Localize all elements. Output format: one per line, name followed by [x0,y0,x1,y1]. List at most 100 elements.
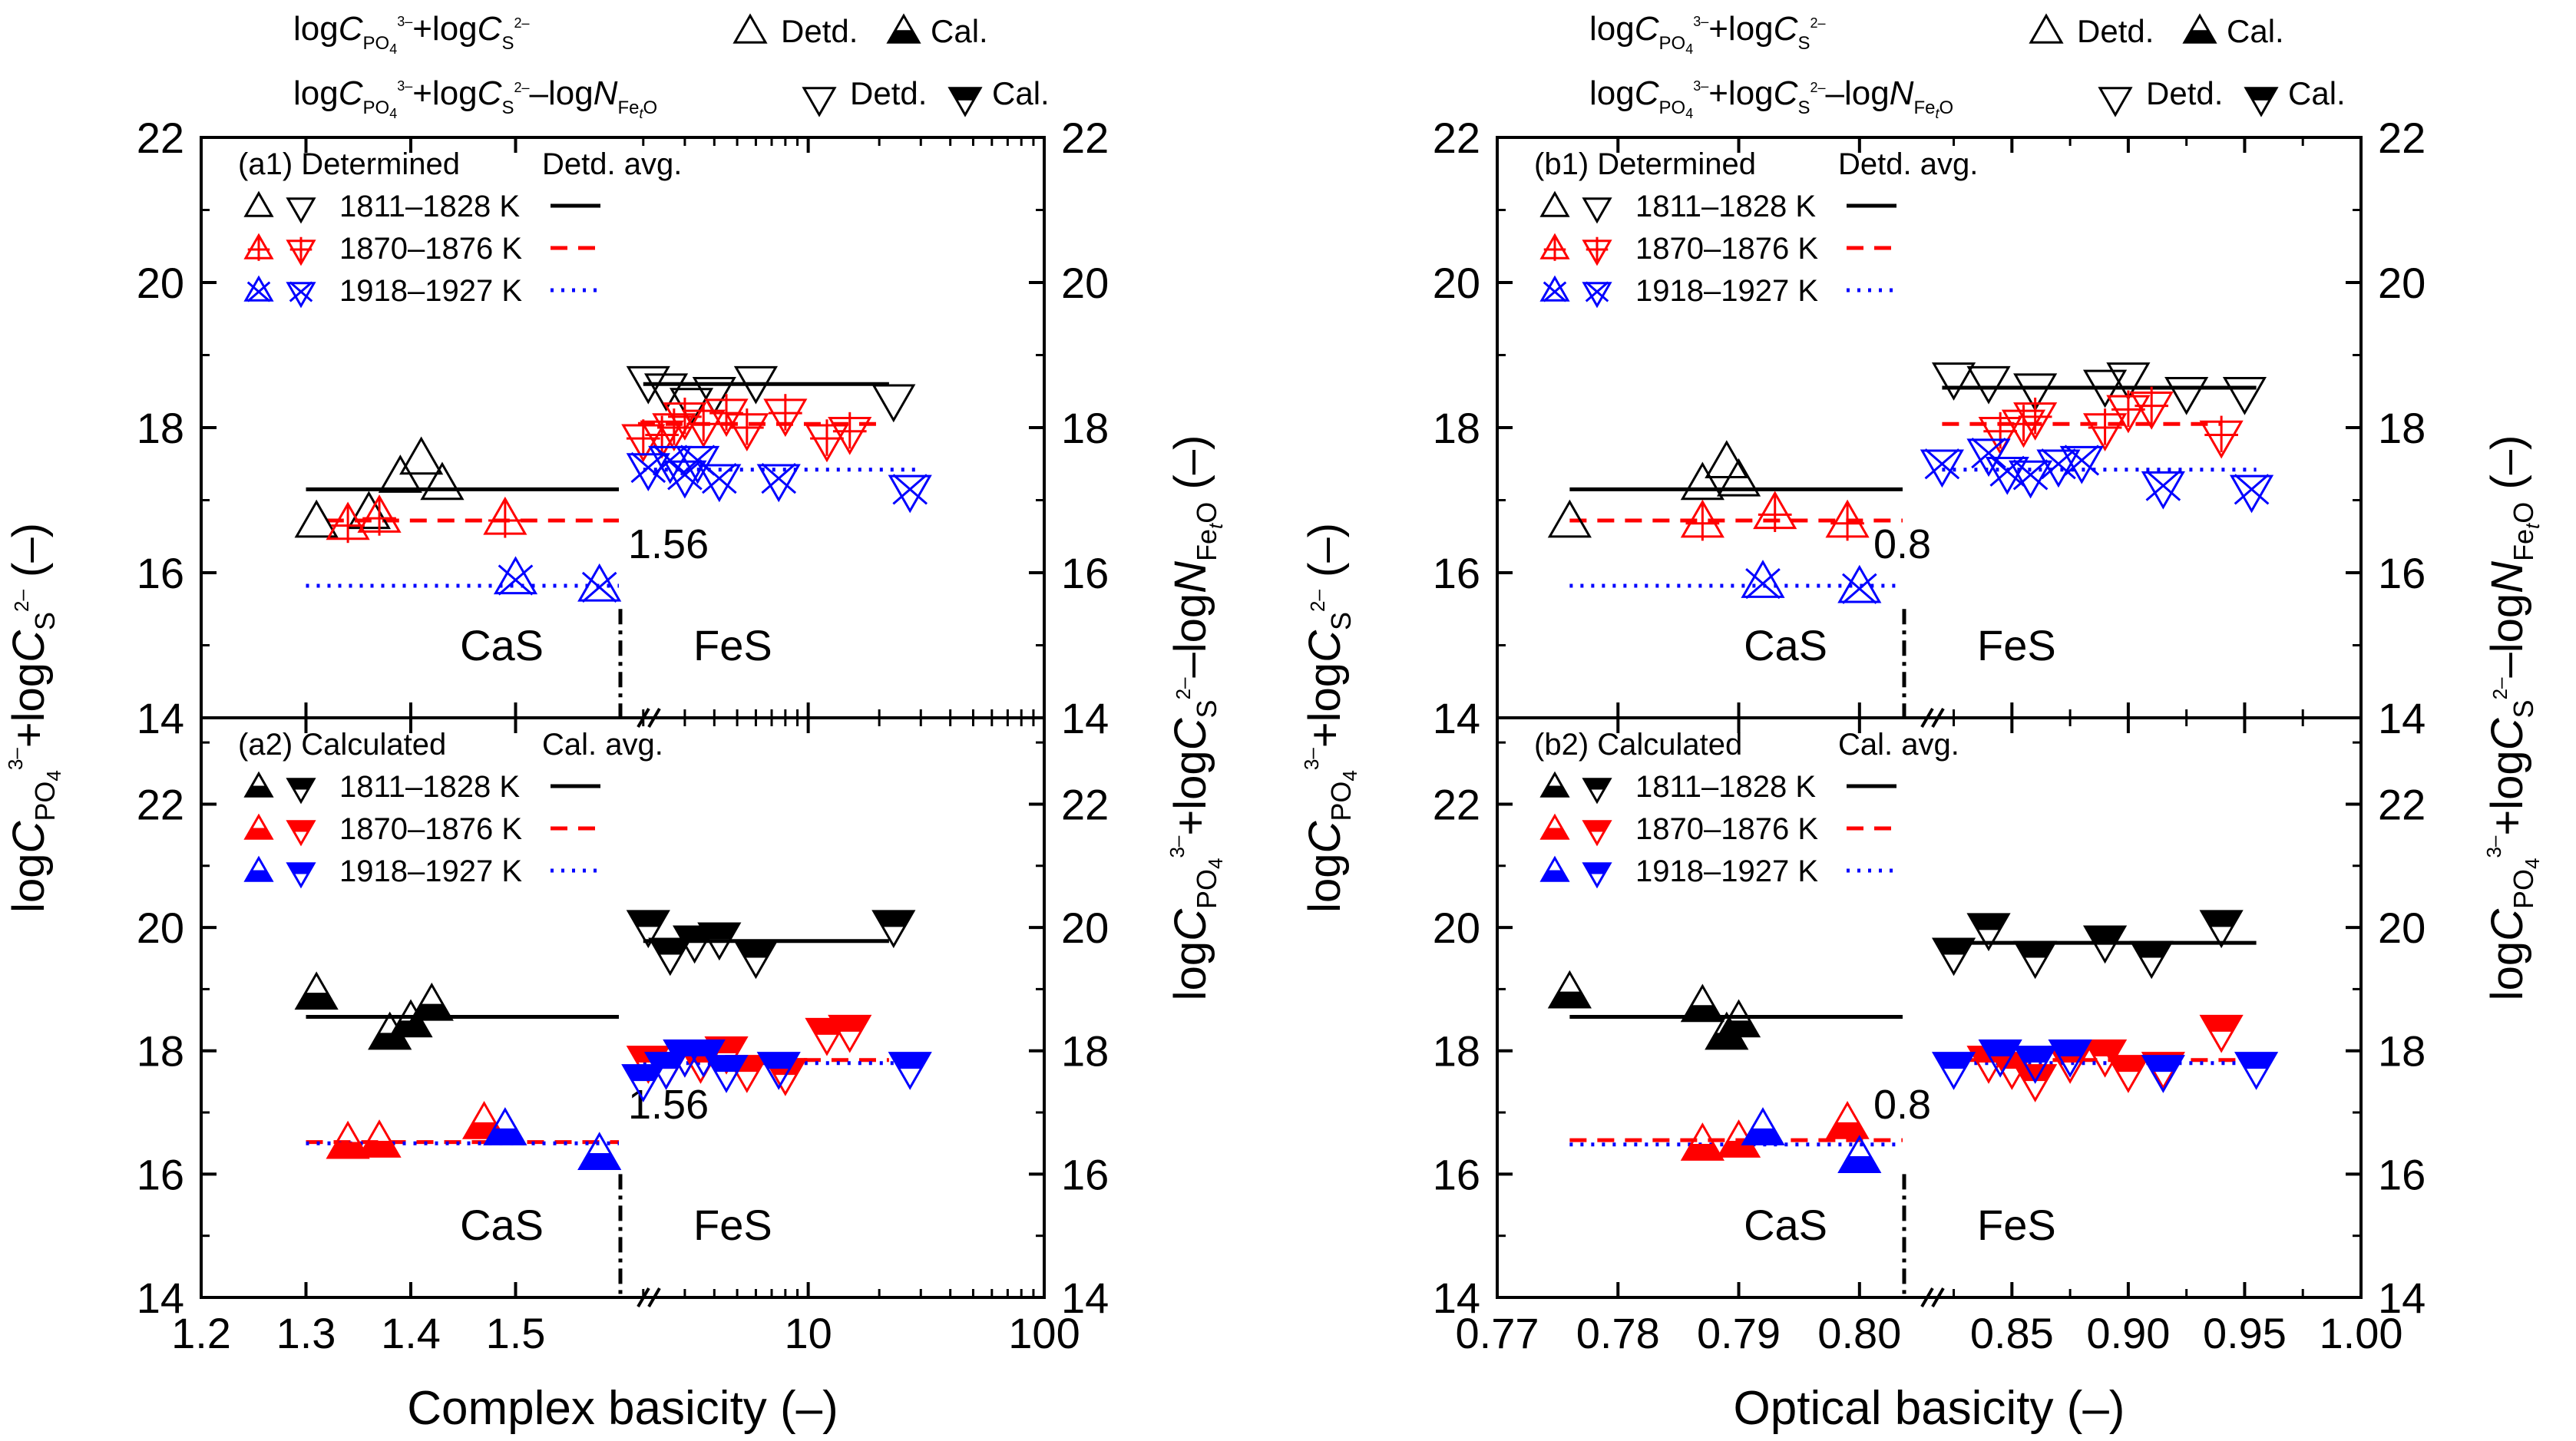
y-tick-label-right: 22 [2378,780,2426,828]
panel-frame [1496,716,2363,1299]
y-tick-label-right: 22 [2378,114,2426,162]
legend-detd: Detd. [2146,75,2223,111]
marker-fill [2013,1064,2057,1082]
x-axis-label: Optical basicity (–) [1734,1382,2125,1435]
data-point [2013,373,2058,412]
legend-cal: Cal. [2288,75,2346,111]
y-tick-label-right: 16 [1061,549,1109,597]
marker-outline [577,563,622,602]
data-point [1680,461,1724,501]
marker-fill [1540,870,1569,882]
data-point [2013,1064,2058,1102]
data-point [1741,560,1785,600]
legend-top-up-solid [2182,13,2217,44]
y-tick-label-left: 16 [137,549,184,597]
data-point [648,937,693,977]
marker-outline [802,87,837,117]
data-point [2048,1039,2092,1078]
y-tick-label-right: 20 [2378,259,2426,307]
data-point [626,451,670,492]
data-point [378,454,422,493]
data-point [357,494,402,536]
marker-x2 [892,474,928,505]
panel-avg-title: Cal. avg. [542,728,663,762]
legend-top-up-hollow [732,13,768,44]
marker-outline [2036,449,2081,488]
marker-outline [243,190,274,217]
legend-temp-label: 1918–1927 K [1635,854,1818,888]
marker-outline [733,365,779,405]
y-tick-label-left: 20 [137,904,184,952]
marker-outline [346,491,391,530]
x-tick-label: 100 [1008,1309,1080,1357]
marker-outline [2013,373,2058,412]
marker-fill [2049,1039,2092,1057]
marker-fill [244,828,273,840]
marker-outline [286,197,316,224]
data-point [763,394,808,438]
legend-temp-label: 1811–1828 K [339,190,520,223]
marker-fill [1582,778,1612,790]
data-point [2164,377,2209,415]
marker-fill [757,1052,801,1069]
data-point [1931,362,1976,401]
marker-outline [1716,458,1761,497]
y-tick-label-left: 14 [137,694,184,742]
y-tick-label-left: 16 [1433,549,1480,597]
marker-fill [2130,941,2174,958]
data-point [1931,937,1976,977]
data-point [2013,940,2058,980]
y-tick-label-left: 18 [1433,404,1480,452]
axis-break-mark [647,1287,661,1308]
legend-cal: Cal. [931,13,988,49]
marker-x2 [761,463,797,494]
data-point [1716,458,1761,497]
marker-fill [286,778,316,790]
marker-x2 [581,571,617,603]
y-tick-label-left: 22 [1433,780,1480,828]
data-point [326,1120,370,1159]
y-tick-label-right: 20 [1061,904,1109,952]
data-point [648,445,693,484]
marker-outline [2082,369,2128,408]
legend-top-down-solid [947,87,983,117]
marker-outline [1920,449,1964,488]
data-point [2234,1052,2279,1090]
panel-title: (a1) Determined [238,147,460,181]
data-point [2106,390,2151,434]
marker-outline [2008,460,2053,499]
y-tick-label-left: 22 [1433,114,1480,162]
panel-frame [1496,136,2363,719]
data-point [704,1055,749,1093]
data-point [1547,499,1592,538]
data-point [725,408,769,452]
data-point [1966,913,2011,952]
data-point [2106,362,2151,401]
marker-fill [734,941,778,958]
data-point [1716,999,1761,1038]
marker-fill [244,785,273,798]
data-point [577,563,622,603]
x-tick-label: 0.85 [1970,1309,2054,1357]
legend-marker-up [243,771,274,798]
axis-break-mark [1920,1287,1934,1308]
data-point [399,436,444,475]
data-point [2106,1055,2151,1093]
x-axis-label: Complex basicity (–) [407,1382,838,1435]
marker-fill [2183,30,2217,44]
y-tick-label-right: 18 [2378,1027,2426,1076]
marker-x2 [2064,445,2100,476]
y-tick-label-right: 16 [2378,1150,2426,1198]
marker-fill [887,30,921,44]
marker-outline [2222,377,2267,415]
legend-temp-label: 1918–1927 K [339,274,522,308]
legend-detd: Detd. [850,75,927,111]
marker-outline [1837,564,1882,603]
panel-b2: 14 14 16 16 18 18 20 20 22 22 0.8 CaS FeS (b2) Calcul… [1433,716,2426,1357]
phase-label-cas: CaS [460,1201,544,1249]
marker-fill [2141,1055,2185,1072]
data-point [2013,397,2058,441]
marker-fill [1582,862,1612,874]
marker-fill [295,993,339,1010]
x-tick-label: 0.79 [1697,1309,1781,1357]
